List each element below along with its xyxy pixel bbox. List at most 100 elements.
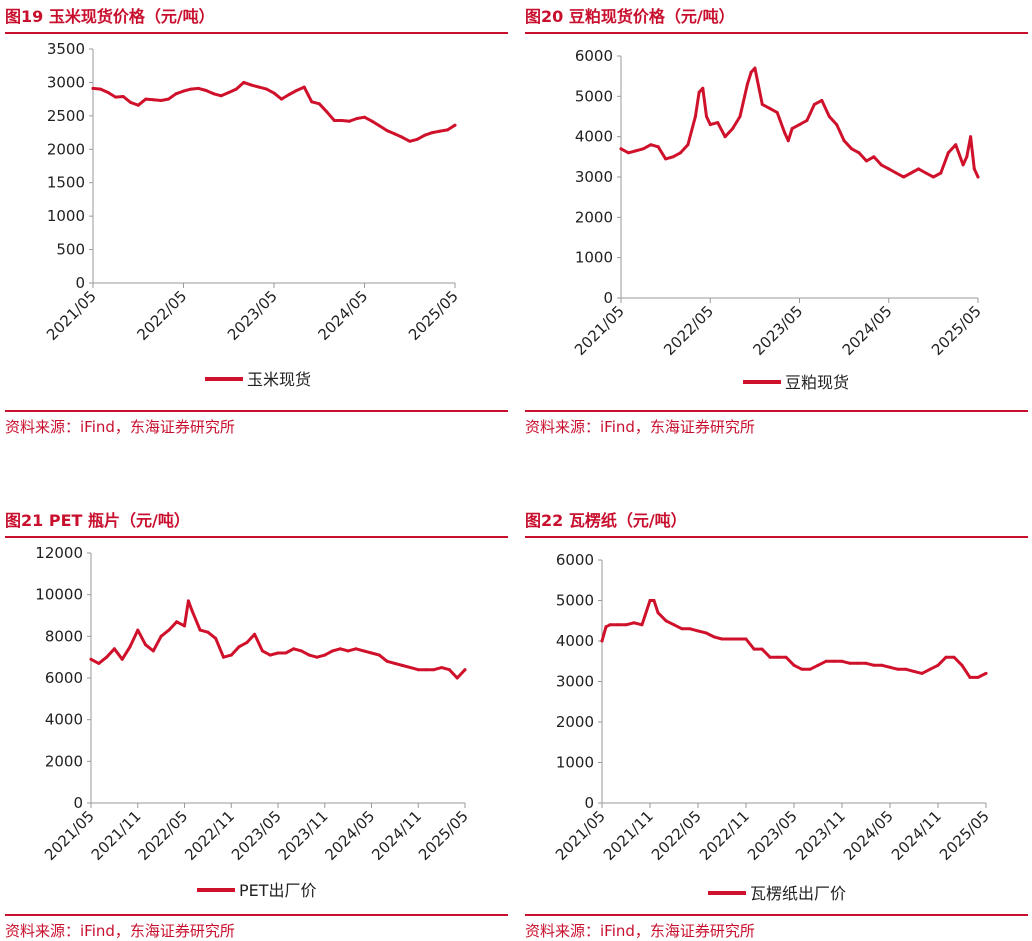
data-point xyxy=(310,100,314,104)
data-point xyxy=(745,82,749,86)
data-point xyxy=(317,102,321,106)
data-point xyxy=(227,91,231,94)
legend-label: 瓦楞纸出厂价 xyxy=(750,884,846,903)
data-point xyxy=(377,653,381,657)
data-point xyxy=(984,671,988,675)
data-point xyxy=(189,87,193,91)
data-point xyxy=(299,649,303,653)
y-tick-label: 12000 xyxy=(35,544,83,562)
data-point xyxy=(716,121,720,125)
source-divider xyxy=(5,410,508,412)
x-tick-label: 2022/05 xyxy=(135,807,192,864)
data-point xyxy=(186,599,190,603)
y-tick-label: 6000 xyxy=(575,47,613,65)
data-point xyxy=(960,663,964,667)
x-tick-label: 2022/05 xyxy=(134,287,191,344)
data-point xyxy=(265,87,268,91)
data-point xyxy=(105,655,109,659)
x-tick-label: 2022/11 xyxy=(696,807,753,864)
data-point xyxy=(393,661,397,665)
series-line xyxy=(89,599,467,680)
data-point xyxy=(416,668,420,672)
data-point xyxy=(604,625,608,629)
y-tick-label: 1500 xyxy=(47,174,85,192)
data-point xyxy=(775,111,779,114)
y-tick-label: 5000 xyxy=(575,87,613,105)
data-point xyxy=(370,651,373,655)
data-point xyxy=(204,89,208,92)
data-point xyxy=(840,659,844,663)
x-tick-label: 2023/05 xyxy=(224,287,281,344)
x-tick-label: 2021/05 xyxy=(41,807,98,864)
chart-title: 图21 PET 瓶片（元/吨） xyxy=(5,511,190,530)
data-point xyxy=(287,93,291,96)
data-point xyxy=(808,667,812,671)
y-tick-label: 2000 xyxy=(575,208,613,226)
x-tick-label: 2025/05 xyxy=(415,807,472,864)
data-point xyxy=(768,106,772,110)
data-point xyxy=(212,92,216,96)
data-point xyxy=(857,151,861,155)
data-point xyxy=(219,94,223,98)
x-tick-label: 2024/05 xyxy=(839,302,896,359)
data-point xyxy=(671,155,675,159)
data-point xyxy=(879,163,883,167)
data-point xyxy=(432,668,436,672)
data-point xyxy=(920,671,924,675)
data-point xyxy=(924,171,928,175)
data-point xyxy=(242,80,246,84)
data-point xyxy=(632,621,636,625)
data-point xyxy=(696,629,700,633)
data-point xyxy=(904,667,908,671)
data-point xyxy=(363,115,366,119)
data-point xyxy=(167,628,171,632)
data-point xyxy=(939,171,943,175)
data-point xyxy=(453,123,457,127)
data-point xyxy=(850,147,854,151)
series-line xyxy=(619,66,980,179)
x-tick-label: 2021/11 xyxy=(88,807,145,864)
source-divider xyxy=(525,410,1028,412)
data-point xyxy=(408,139,412,143)
data-point xyxy=(827,115,831,118)
data-point xyxy=(784,655,788,659)
data-point xyxy=(888,665,892,669)
data-point xyxy=(864,661,868,665)
x-tick-label: 2021/05 xyxy=(552,807,609,864)
data-point xyxy=(182,89,185,93)
line-chart-corrugated: 01000200030004000500060002021/052021/112… xyxy=(552,551,993,903)
data-point xyxy=(340,119,344,122)
data-point xyxy=(731,127,735,131)
data-point xyxy=(362,649,366,653)
y-tick-label: 0 xyxy=(603,289,613,307)
data-point xyxy=(720,637,724,641)
chart-title: 图19 玉米现货价格（元/吨） xyxy=(5,7,215,26)
data-point xyxy=(144,643,147,647)
data-point xyxy=(619,147,623,151)
data-point xyxy=(776,655,780,659)
data-point xyxy=(634,149,638,153)
y-tick-label: 1000 xyxy=(556,754,594,772)
x-tick-label: 2022/05 xyxy=(648,807,705,864)
data-point xyxy=(370,119,374,123)
data-point xyxy=(652,599,656,602)
data-point xyxy=(656,611,660,615)
data-point xyxy=(190,609,194,613)
data-point xyxy=(347,119,351,123)
data-point xyxy=(276,651,280,655)
data-point xyxy=(332,119,336,122)
data-point xyxy=(712,635,716,639)
data-point xyxy=(284,651,288,655)
y-tick-label: 3000 xyxy=(575,168,613,186)
legend-label: PET出厂价 xyxy=(239,881,317,900)
data-point xyxy=(736,637,740,641)
y-tick-label: 0 xyxy=(75,274,85,292)
y-tick-label: 4000 xyxy=(575,128,613,146)
data-point xyxy=(446,128,449,132)
data-point xyxy=(280,97,283,101)
data-point xyxy=(783,131,787,135)
data-point xyxy=(438,129,442,133)
data-point xyxy=(268,653,272,657)
data-point xyxy=(608,623,612,627)
data-point xyxy=(346,649,350,653)
